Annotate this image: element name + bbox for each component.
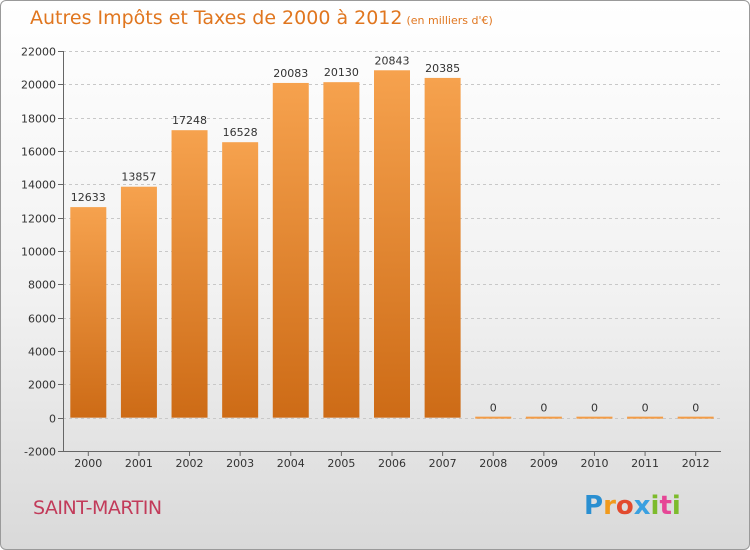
data-label-2003: 16528: [223, 126, 258, 139]
y-tick-label: 22000: [21, 46, 56, 59]
data-label-2008: 0: [490, 402, 497, 415]
bar-2012: [677, 416, 714, 419]
x-tick-label-2002: 2002: [176, 457, 204, 470]
y-tick-label: 12000: [21, 213, 56, 226]
data-label-2002: 17248: [172, 114, 207, 127]
y-tick-label: 16000: [21, 146, 56, 159]
data-label-2004: 20083: [273, 67, 308, 80]
y-tick-label: 2000: [28, 379, 56, 392]
y-tick-label: 14000: [21, 179, 56, 192]
chart-title: Autres Impôts et Taxes de 2000 à 2012 (en…: [30, 7, 493, 29]
y-tick-label: 8000: [28, 279, 56, 292]
logo-letter: i: [650, 491, 660, 521]
x-tick-label-2009: 2009: [530, 457, 558, 470]
x-tick-label-2005: 2005: [327, 457, 355, 470]
x-tick-label-2000: 2000: [74, 457, 102, 470]
data-labels: 12633 13857 17248 16528 20083 20130 20843 20385…: [71, 54, 699, 414]
data-label-2011: 0: [642, 402, 649, 415]
location-name: SAINT-MARTIN: [33, 497, 162, 519]
axes: -2000 0 2000 4000 6000 8000 10000 12000 14000 160…: [21, 46, 721, 470]
chart-title-text: Autres Impôts et Taxes de 2000 à 2012: [30, 7, 403, 29]
proxiti-logo: Proxiti: [584, 491, 681, 521]
logo-letter: P: [584, 491, 604, 521]
logo-letter: t: [659, 491, 672, 521]
x-tick-label-2007: 2007: [429, 457, 457, 470]
x-tick-label-2003: 2003: [226, 457, 254, 470]
data-label-2005: 20130: [324, 66, 359, 79]
logo-letter: o: [615, 491, 634, 521]
x-tick-label-2006: 2006: [378, 457, 406, 470]
data-label-2007: 20385: [425, 62, 460, 75]
x-tick-label-2010: 2010: [580, 457, 608, 470]
y-tick-label: 6000: [28, 313, 56, 326]
data-label-2000: 12633: [71, 191, 106, 204]
x-tick-label-2004: 2004: [277, 457, 305, 470]
chart-title-unit: (en milliers d'€): [406, 14, 493, 27]
x-tick-label-2012: 2012: [682, 457, 710, 470]
bar-2010: [576, 416, 613, 419]
x-tick-label-2001: 2001: [125, 457, 153, 470]
y-tick-label: 10000: [21, 246, 56, 259]
bar-2009: [525, 416, 562, 419]
data-label-2001: 13857: [121, 171, 156, 184]
data-label-2012: 0: [692, 402, 699, 415]
data-label-2010: 0: [591, 402, 598, 415]
y-tick-label: 20000: [21, 79, 56, 92]
x-tick-label-2008: 2008: [479, 457, 507, 470]
bar-2002: [171, 130, 208, 418]
bar-2005: [323, 82, 360, 418]
data-label-2006: 20843: [375, 54, 410, 67]
x-tick-label-2011: 2011: [631, 457, 659, 470]
data-label-2009: 0: [540, 402, 547, 415]
bar-2011: [627, 416, 664, 419]
bar-2003: [222, 142, 259, 418]
logo-letter: r: [603, 491, 616, 521]
bar-2008: [475, 416, 512, 419]
y-tick-label: -2000: [24, 446, 56, 459]
bar-2000: [70, 207, 107, 418]
bar-2006: [374, 70, 410, 418]
logo-letter: i: [671, 491, 681, 521]
bar-2001: [120, 186, 157, 418]
logo-letter: x: [633, 491, 651, 521]
y-tick-label: 18000: [21, 113, 56, 126]
y-tick-label: 0: [49, 413, 56, 426]
bar-2004: [272, 82, 309, 418]
bars: [70, 70, 714, 419]
bar-2007: [424, 77, 461, 418]
y-tick-label: 4000: [28, 346, 56, 359]
